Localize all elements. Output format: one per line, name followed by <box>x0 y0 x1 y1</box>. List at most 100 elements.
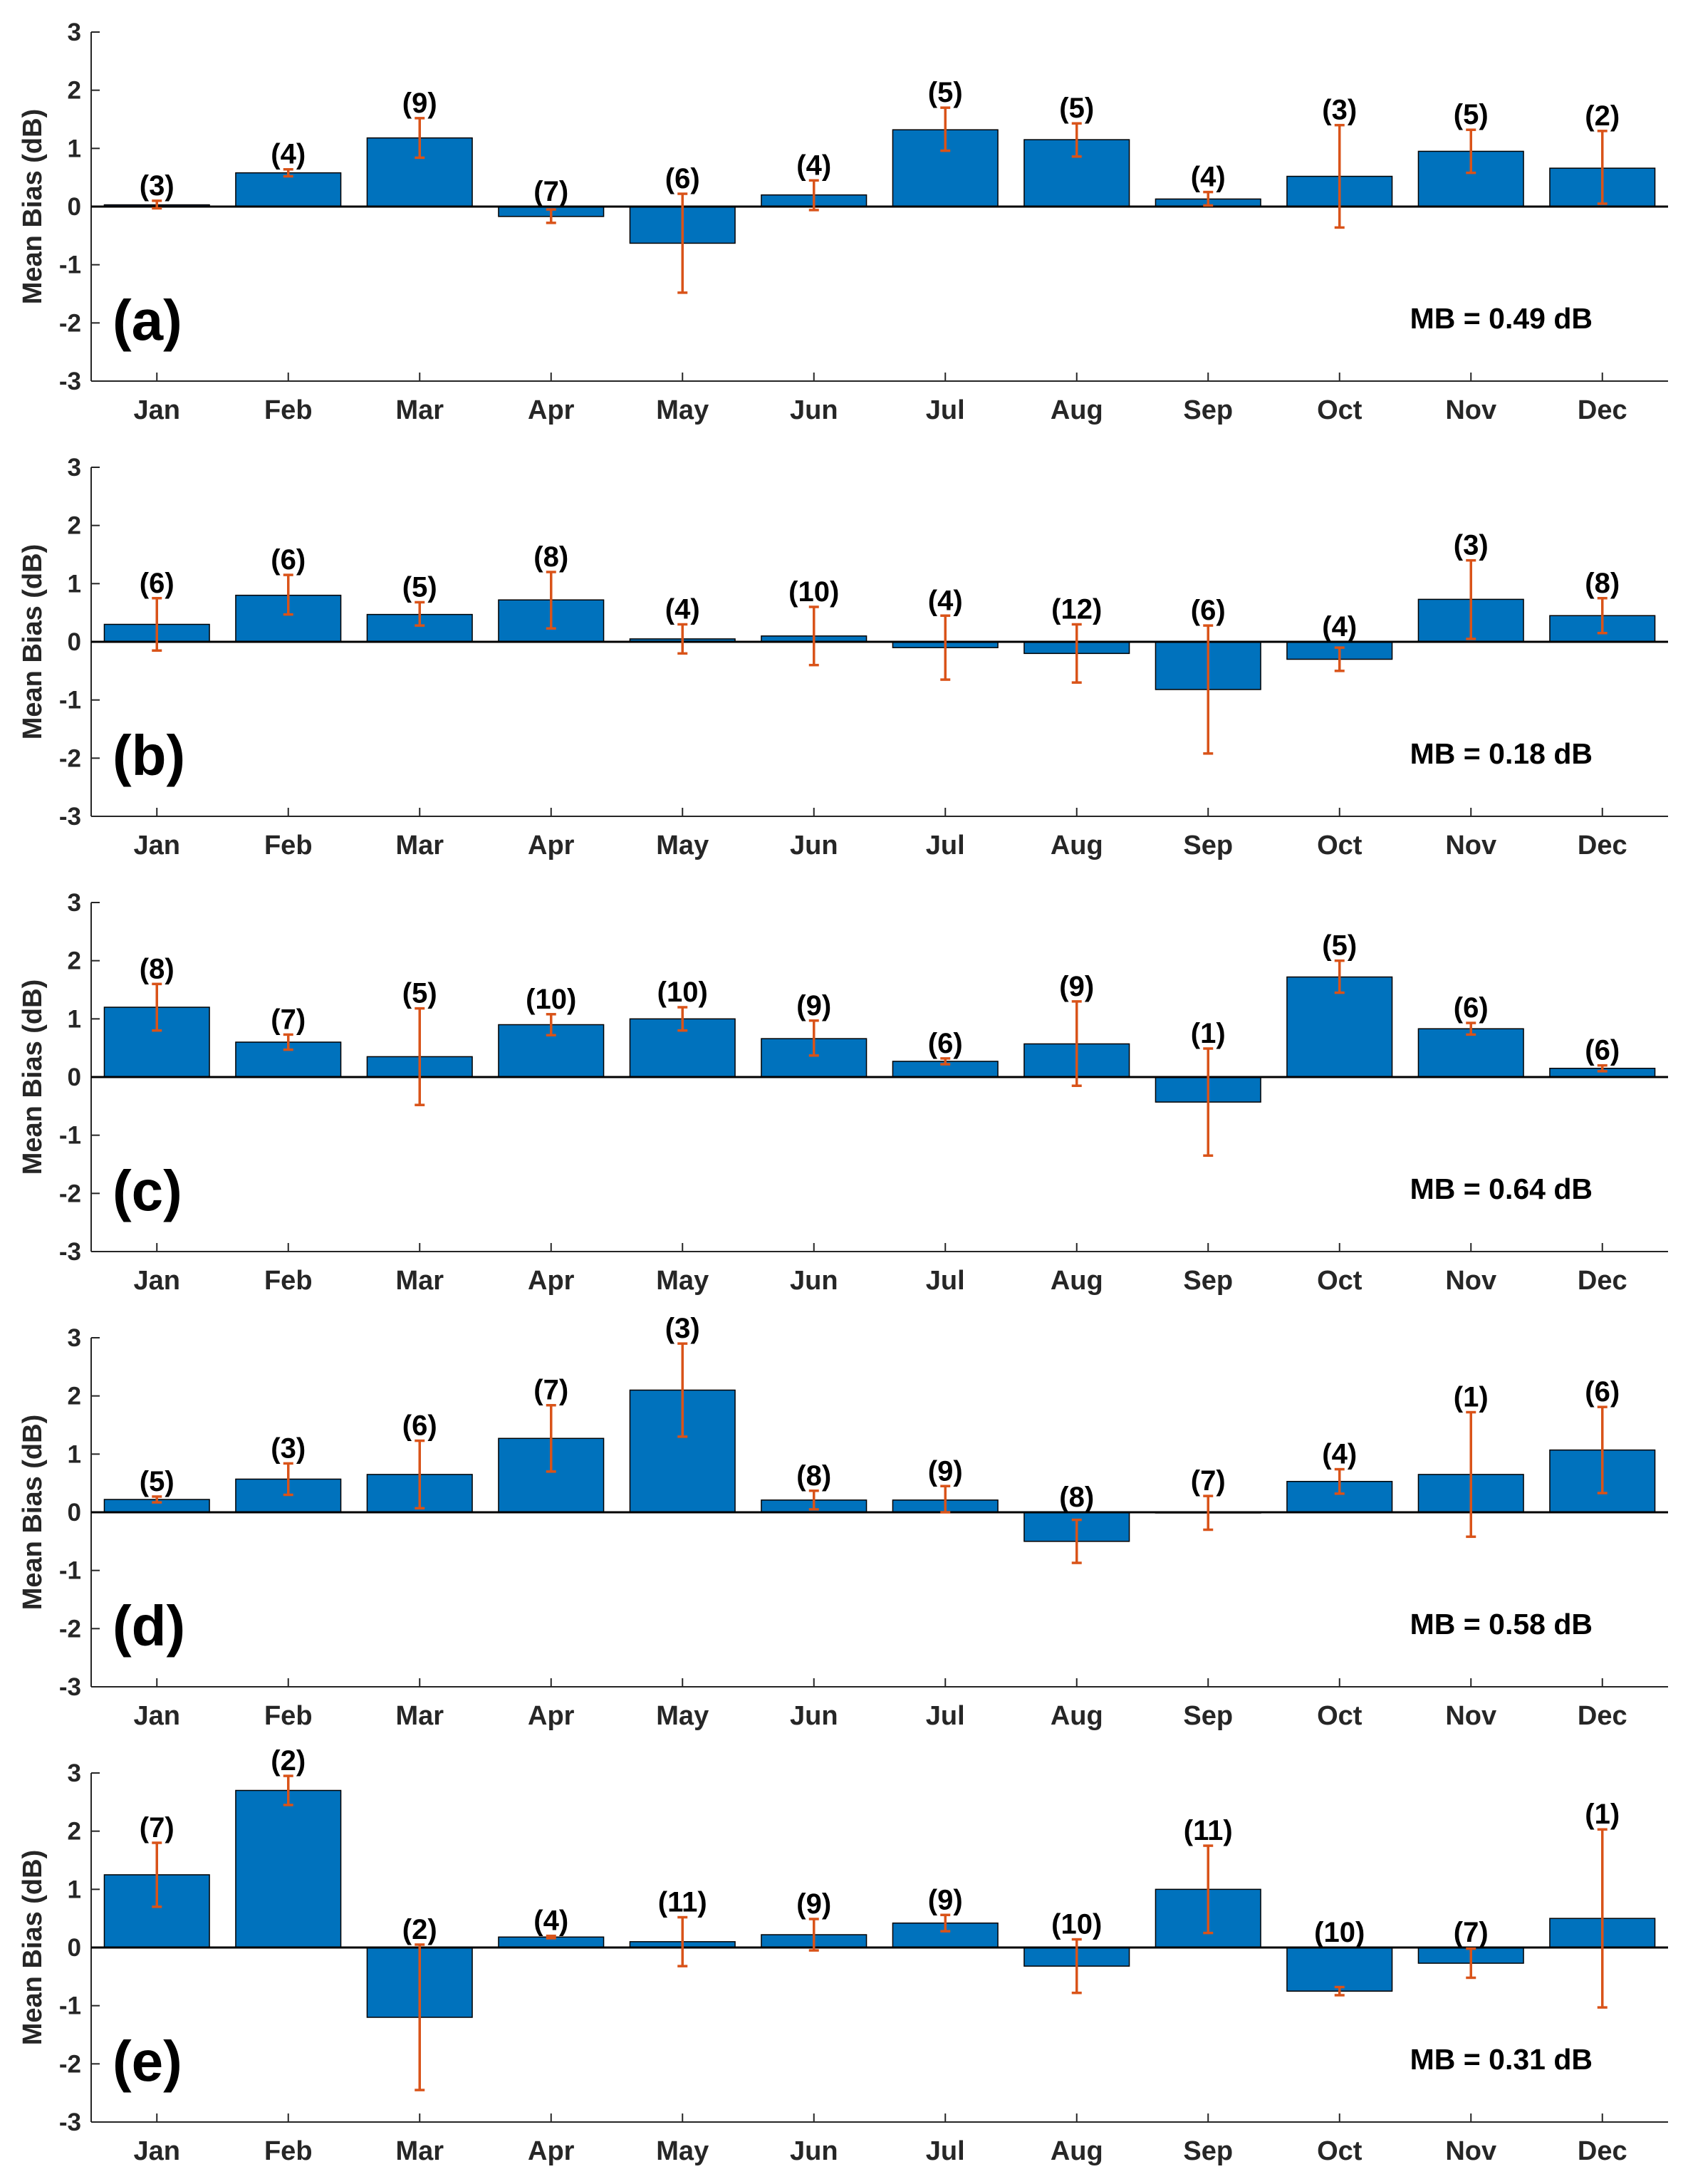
y-tick-label: -3 <box>59 1673 81 1701</box>
count-label: (5) <box>1322 930 1357 962</box>
x-tick-label: Sep <box>1183 395 1233 425</box>
x-tick-label: Nov <box>1445 395 1496 425</box>
y-tick-label: -3 <box>59 1238 81 1266</box>
error-bar-jun <box>808 1489 819 1511</box>
count-label: (6) <box>1191 595 1226 626</box>
x-tick-label: Nov <box>1445 831 1496 860</box>
x-tick-label: Dec <box>1578 1701 1627 1731</box>
count-label: (5) <box>1059 93 1094 124</box>
error-bar-mar <box>415 600 425 627</box>
y-tick-label: 2 <box>68 512 81 540</box>
x-tick-label: Jan <box>134 1266 180 1296</box>
error-bar-aug <box>1071 623 1082 684</box>
y-tick-label: -2 <box>59 2050 81 2078</box>
error-bar-may <box>677 1342 688 1438</box>
bar-nov <box>1417 1028 1524 1078</box>
x-tick-label: Dec <box>1578 2136 1627 2166</box>
x-tick-label: Nov <box>1445 1266 1496 1296</box>
x-tick-label: Oct <box>1317 2136 1363 2166</box>
count-label: (5) <box>928 77 963 108</box>
panel-d: 3 2 1 0 -1 -2 -3 Mean Bias (dB) (5) (3) (6) (7) (3) (… <box>18 1313 1668 1731</box>
count-label: (7) <box>271 1004 306 1035</box>
error-bar-jun <box>808 179 819 212</box>
y-tick-label: -3 <box>59 2108 81 2136</box>
mean-bias-annotation: MB = 0.18 dB <box>1410 737 1593 770</box>
x-tick-label: Jun <box>790 1701 838 1731</box>
y-tick-label: -2 <box>59 309 81 337</box>
error-bar-feb <box>283 1774 293 1806</box>
y-tick-label: 0 <box>68 1499 81 1527</box>
panel-e: 3 2 1 0 -1 -2 -3 Mean Bias (dB) (7) (2) (2) (4) (11)… <box>18 1745 1668 2166</box>
error-bar-jun <box>808 1019 819 1057</box>
count-label: (1) <box>1454 1382 1489 1413</box>
count-label: (8) <box>140 953 174 984</box>
count-label: (9) <box>1059 971 1094 1002</box>
x-tick-label: Sep <box>1183 831 1233 860</box>
x-tick-label: Oct <box>1317 395 1363 425</box>
count-label: (1) <box>1191 1018 1226 1049</box>
y-axis-label: Mean Bias (dB) <box>18 544 48 739</box>
x-tick-label: Jun <box>790 831 838 860</box>
x-tick-label: Jul <box>926 2136 965 2166</box>
y-tick-label: 1 <box>68 135 81 162</box>
count-label: (6) <box>402 1410 437 1442</box>
y-tick-label: 1 <box>68 1876 81 1903</box>
count-label: (10) <box>657 977 708 1008</box>
bar-feb <box>235 1789 342 1948</box>
panel-label: (c) <box>113 1159 182 1222</box>
error-bar-apr <box>546 1013 556 1036</box>
count-label: (4) <box>1322 1439 1357 1470</box>
error-bar-may <box>677 1006 688 1032</box>
error-bar-aug <box>1071 1518 1082 1564</box>
count-label: (9) <box>928 1455 963 1487</box>
count-label: (11) <box>658 1887 707 1918</box>
y-axis-label: Mean Bias (dB) <box>18 109 48 304</box>
error-bar-dec <box>1597 1405 1608 1494</box>
error-bar-jul <box>940 106 951 152</box>
error-bar-dec <box>1597 1064 1608 1073</box>
error-bar-jan <box>152 199 162 210</box>
count-label: (5) <box>1454 99 1489 130</box>
x-tick-label: Aug <box>1051 2136 1103 2166</box>
x-tick-label: Jan <box>134 2136 180 2166</box>
error-bar-jan <box>152 597 162 652</box>
count-label: (7) <box>1191 1465 1226 1497</box>
count-label: (10) <box>788 576 839 608</box>
y-tick-label: 1 <box>68 1005 81 1033</box>
count-label: (8) <box>1585 568 1620 599</box>
bar-feb <box>235 172 342 207</box>
x-tick-label: Feb <box>264 1266 313 1296</box>
count-label: (4) <box>271 139 306 170</box>
error-bar-dec <box>1597 130 1608 205</box>
count-label: (3) <box>1454 530 1489 561</box>
x-tick-label: Aug <box>1051 1266 1103 1296</box>
count-label: (3) <box>140 170 174 202</box>
panel-label: (a) <box>113 288 182 352</box>
error-bar-apr <box>546 208 556 224</box>
x-tick-label: Mar <box>395 395 444 425</box>
y-tick-label: -1 <box>59 1992 81 2020</box>
count-label: (4) <box>1191 162 1226 193</box>
error-bar-nov <box>1466 1947 1476 1980</box>
count-label: (2) <box>402 1914 437 1945</box>
error-bar-oct <box>1334 959 1345 994</box>
x-tick-label: Mar <box>395 831 444 860</box>
count-label: (7) <box>140 1812 174 1844</box>
x-tick-label: Oct <box>1317 1701 1363 1731</box>
count-label: (10) <box>1051 1909 1102 1940</box>
y-tick-label: 3 <box>68 889 81 917</box>
count-label: (5) <box>402 571 437 603</box>
error-bar-oct <box>1334 1985 1345 1997</box>
x-tick-label: Jan <box>134 395 180 425</box>
error-bar-jan <box>152 982 162 1032</box>
x-tick-label: Feb <box>264 2136 313 2166</box>
count-label: (8) <box>1059 1482 1094 1513</box>
count-label: (8) <box>796 1460 831 1492</box>
error-bar-feb <box>283 1462 293 1497</box>
x-tick-label: Jan <box>134 1701 180 1731</box>
x-tick-label: May <box>656 2136 709 2166</box>
x-tick-label: May <box>656 395 709 425</box>
error-bar-nov <box>1466 128 1476 175</box>
error-bar-jun <box>808 1918 819 1952</box>
bar-oct <box>1286 1947 1393 1992</box>
